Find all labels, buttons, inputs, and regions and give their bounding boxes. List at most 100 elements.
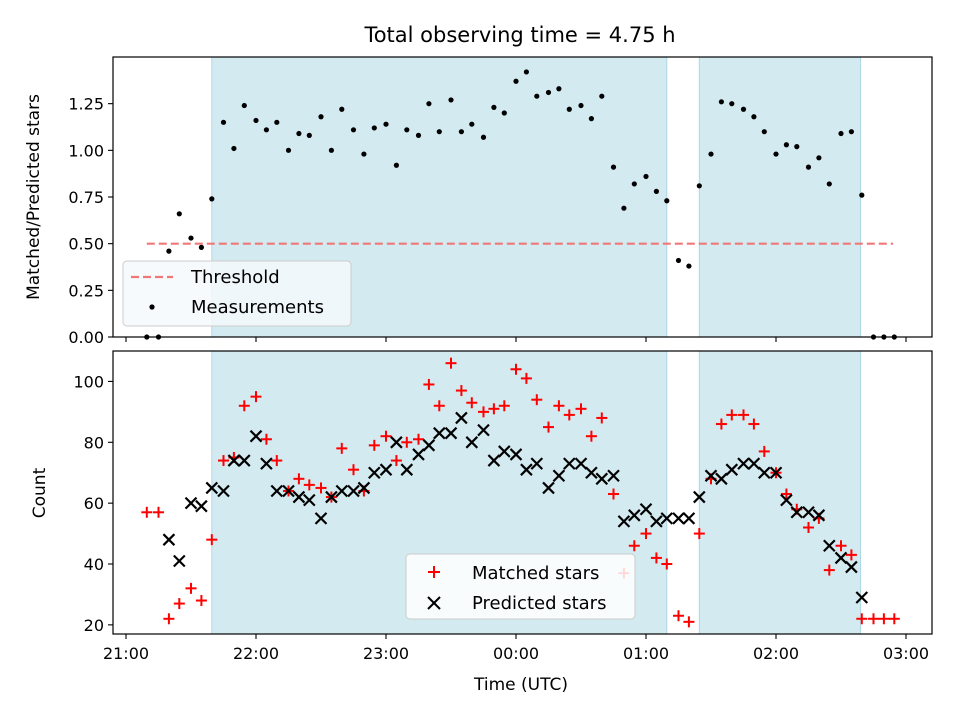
measurement-point — [838, 130, 844, 137]
predicted-star-point — [173, 554, 186, 568]
x-tick-label: 02:00 — [753, 644, 799, 663]
predicted-star-point — [834, 551, 848, 565]
predicted-legend-label: Predicted stars — [472, 593, 606, 614]
predicted-star-point — [780, 493, 793, 507]
predicted-marker-b — [173, 554, 186, 568]
matched-star-point — [185, 582, 197, 594]
predicted-marker-b — [802, 506, 815, 519]
predicted-marker-b — [487, 454, 501, 467]
predicted-marker-b — [412, 448, 425, 461]
predicted-marker-b — [737, 457, 750, 470]
predicted-star-point — [270, 484, 284, 498]
measurement-point — [383, 121, 389, 127]
predicted-marker-b — [335, 484, 349, 498]
matched-star-point — [488, 403, 500, 415]
predicted-marker-b — [595, 472, 609, 486]
matched-star-point — [303, 479, 315, 491]
measurement-point — [653, 188, 660, 194]
measurement-point — [188, 235, 194, 241]
measurement-point — [209, 196, 215, 202]
predicted-star-point — [552, 469, 566, 483]
predicted-star-point — [585, 466, 598, 479]
predicted-star-point — [693, 490, 706, 504]
matched-star-point — [683, 616, 695, 628]
matched-legend-swatch — [428, 566, 440, 578]
matched-star-point — [693, 528, 705, 540]
measurement-point — [761, 129, 767, 135]
bottom-legend: Matched stars Predicted stars — [405, 553, 636, 620]
top-y-tick-label: 1.00 — [68, 141, 104, 160]
predicted-star-point — [422, 439, 436, 452]
matched-star-point — [336, 442, 348, 454]
top-x-ticks — [125, 337, 907, 342]
predicted-star-point — [758, 466, 771, 479]
matched-star-point — [596, 412, 608, 424]
predicted-star-point — [368, 466, 381, 479]
bottom-axes-frame — [112, 350, 933, 635]
predicted-marker-b — [704, 469, 718, 483]
measurement-point — [566, 106, 572, 112]
predicted-star-point — [217, 484, 230, 498]
matched-star-point — [640, 528, 652, 540]
measurement-point — [686, 263, 692, 269]
predicted-star-point — [325, 490, 338, 504]
measurement-point — [696, 183, 702, 189]
matched-star-point — [878, 613, 890, 625]
measurement-point — [621, 205, 627, 211]
predicted-marker-b — [282, 484, 295, 498]
predicted-marker-b — [823, 539, 836, 553]
predicted-stars-points — [162, 411, 869, 604]
matched-star-point — [845, 549, 857, 561]
predicted-marker-b — [379, 463, 393, 476]
measurement-point — [545, 89, 552, 96]
predicted-marker-b — [585, 466, 598, 479]
top-y-tick-label: 0.50 — [68, 235, 104, 254]
measurement-point — [469, 121, 475, 127]
predicted-marker-b — [520, 463, 533, 476]
top-panel: 0.00 0.25 0.50 0.75 1.00 1.25 Matched/Predict… — [24, 56, 933, 347]
measurement-point — [501, 110, 507, 116]
predicted-marker-b — [455, 411, 468, 425]
predicted-star-point — [563, 457, 576, 470]
predicted-star-point — [660, 512, 674, 525]
predicted-marker-b — [314, 512, 328, 525]
measurement-point — [523, 69, 530, 75]
predicted-marker-b — [292, 490, 306, 504]
predicted-star-point — [715, 472, 728, 486]
matched-star-point — [608, 488, 619, 500]
matched-star-point — [563, 409, 575, 421]
top-y-tick-label: 0.00 — [68, 328, 104, 347]
matched-star-point — [531, 394, 543, 406]
measurement-point — [448, 97, 454, 103]
predicted-marker-b — [238, 454, 251, 467]
predicted-star-point — [357, 481, 371, 495]
predicted-star-point — [282, 484, 295, 498]
measurement-point — [458, 129, 464, 135]
predicted-marker-b — [812, 509, 826, 522]
predicted-marker-b — [715, 472, 728, 486]
x-tick-label: 23:00 — [363, 644, 409, 663]
predicted-marker-b — [400, 463, 414, 476]
measurement-point — [859, 192, 865, 198]
observing-window-2 — [698, 350, 861, 635]
predicted-marker-b — [444, 426, 458, 440]
predicted-star-point — [737, 457, 750, 470]
predicted-star-point — [725, 463, 739, 476]
predicted-star-point — [412, 448, 425, 461]
measurement-point — [773, 151, 779, 157]
matched-star-point — [368, 439, 380, 451]
predicted-star-point — [249, 429, 263, 443]
measurement-point — [848, 129, 855, 135]
predicted-marker-b — [347, 484, 360, 498]
measurement-point — [816, 155, 822, 161]
measurement-point — [826, 181, 832, 187]
predicted-marker-b — [184, 496, 198, 510]
measurement-point — [404, 127, 410, 133]
predicted-star-point — [498, 445, 511, 458]
matched-star-point — [673, 610, 684, 622]
predicted-star-point — [823, 539, 836, 553]
matched-star-point — [498, 400, 510, 412]
measurement-point — [241, 102, 247, 109]
predicted-marker-b — [422, 439, 436, 452]
